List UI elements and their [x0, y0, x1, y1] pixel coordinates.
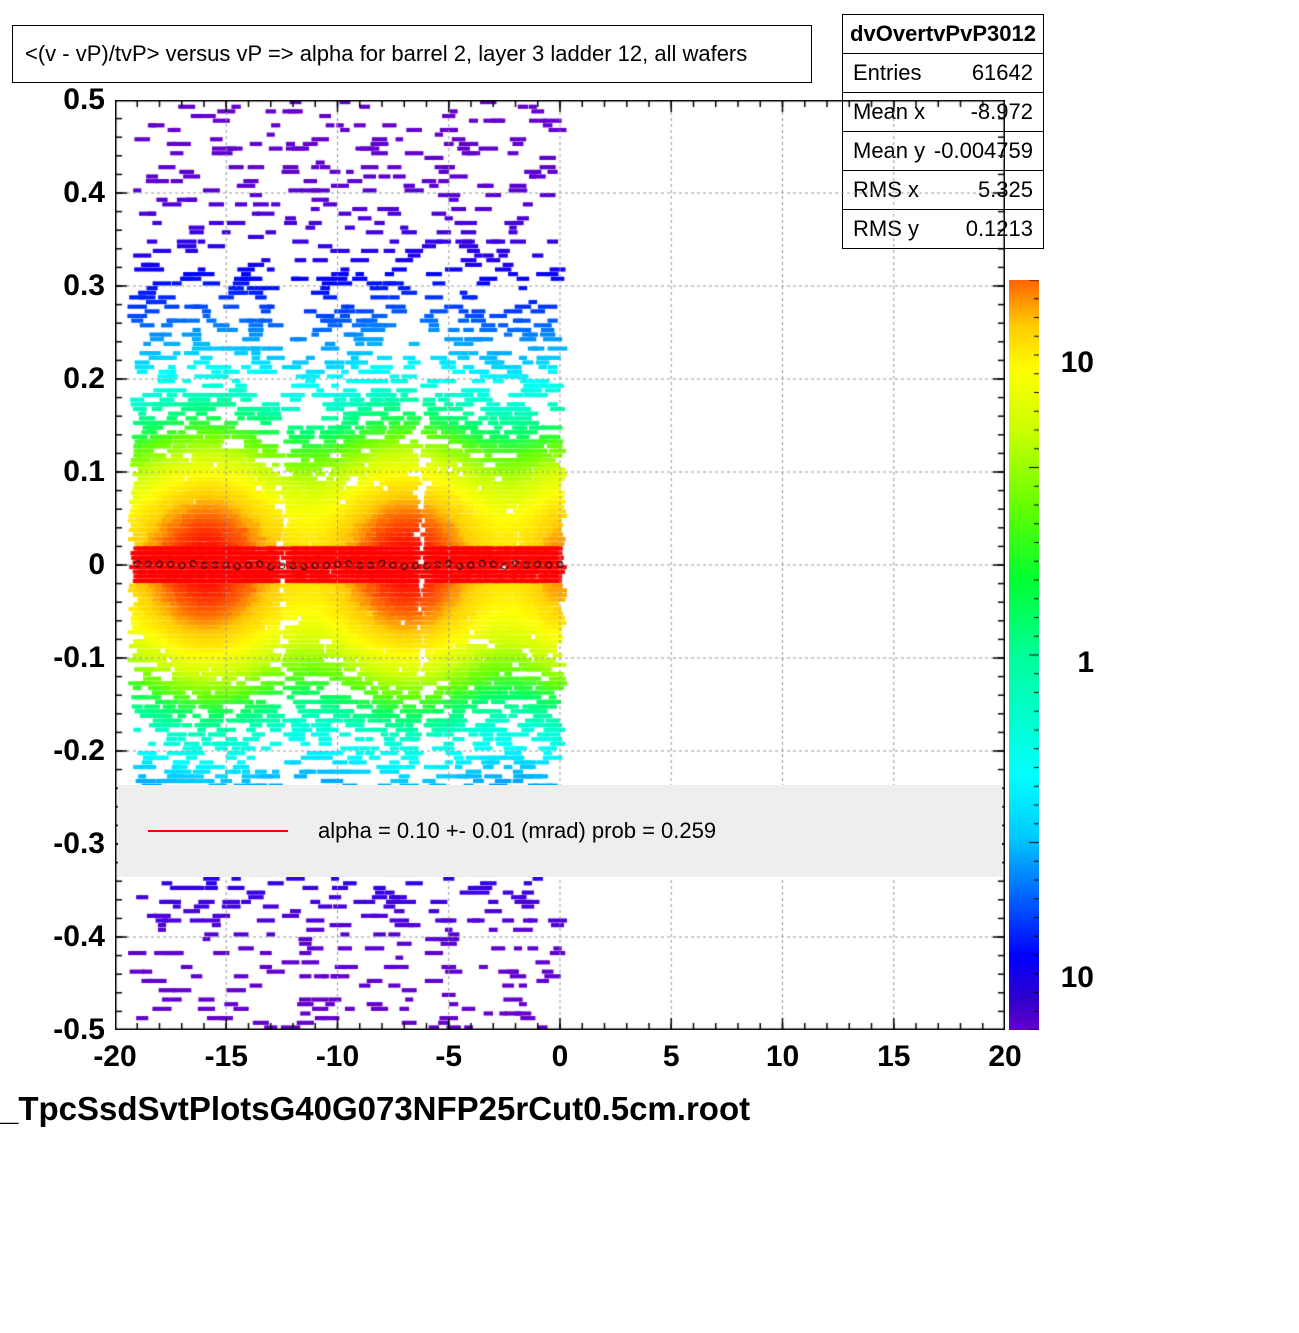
fit-legend: alpha = 0.10 +- 0.01 (mrad) prob = 0.259: [118, 785, 1002, 877]
legend-line-icon: [148, 830, 288, 832]
y-tick-label: -0.4: [53, 920, 105, 954]
y-tick-label: 0: [88, 548, 105, 582]
x-tick-label: -20: [93, 1040, 136, 1074]
stats-value: 61642: [972, 60, 1033, 86]
plot-title: <(v - vP)/tvP> versus vP => alpha for ba…: [12, 25, 812, 83]
y-tick-label: -0.1: [53, 641, 105, 675]
y-tick-label: 0.1: [63, 455, 105, 489]
x-tick-label: 20: [988, 1040, 1021, 1074]
x-tick-label: -5: [435, 1040, 462, 1074]
colorbar: [1009, 280, 1039, 1030]
legend-text: alpha = 0.10 +- 0.01 (mrad) prob = 0.259: [318, 818, 716, 844]
colorbar-label: 10: [1061, 961, 1094, 995]
x-tick-label: 10: [766, 1040, 799, 1074]
x-tick-label: -15: [205, 1040, 248, 1074]
plot-area: [115, 100, 1005, 1030]
stats-row: Entries 61642: [843, 54, 1043, 93]
y-tick-label: 0.4: [63, 176, 105, 210]
file-label: _TpcSsdSvtPlotsG40G073NFP25rCut0.5cm.roo…: [0, 1090, 750, 1128]
y-tick-label: -0.3: [53, 827, 105, 861]
stats-name: dvOvertvPvP3012: [843, 15, 1043, 54]
x-tick-label: 15: [877, 1040, 910, 1074]
colorbar-label: 10: [1061, 346, 1094, 380]
stats-label: Entries: [853, 60, 921, 86]
y-tick-label: -0.2: [53, 734, 105, 768]
y-tick-label: 0.2: [63, 362, 105, 396]
axes-canvas: [115, 100, 1005, 1030]
x-tick-label: -10: [316, 1040, 359, 1074]
x-tick-label: 0: [552, 1040, 569, 1074]
y-tick-label: 0.5: [63, 83, 105, 117]
plot-title-text: <(v - vP)/tvP> versus vP => alpha for ba…: [25, 41, 747, 67]
colorbar-label: 1: [1077, 646, 1094, 680]
x-tick-label: 5: [663, 1040, 680, 1074]
y-tick-label: 0.3: [63, 269, 105, 303]
